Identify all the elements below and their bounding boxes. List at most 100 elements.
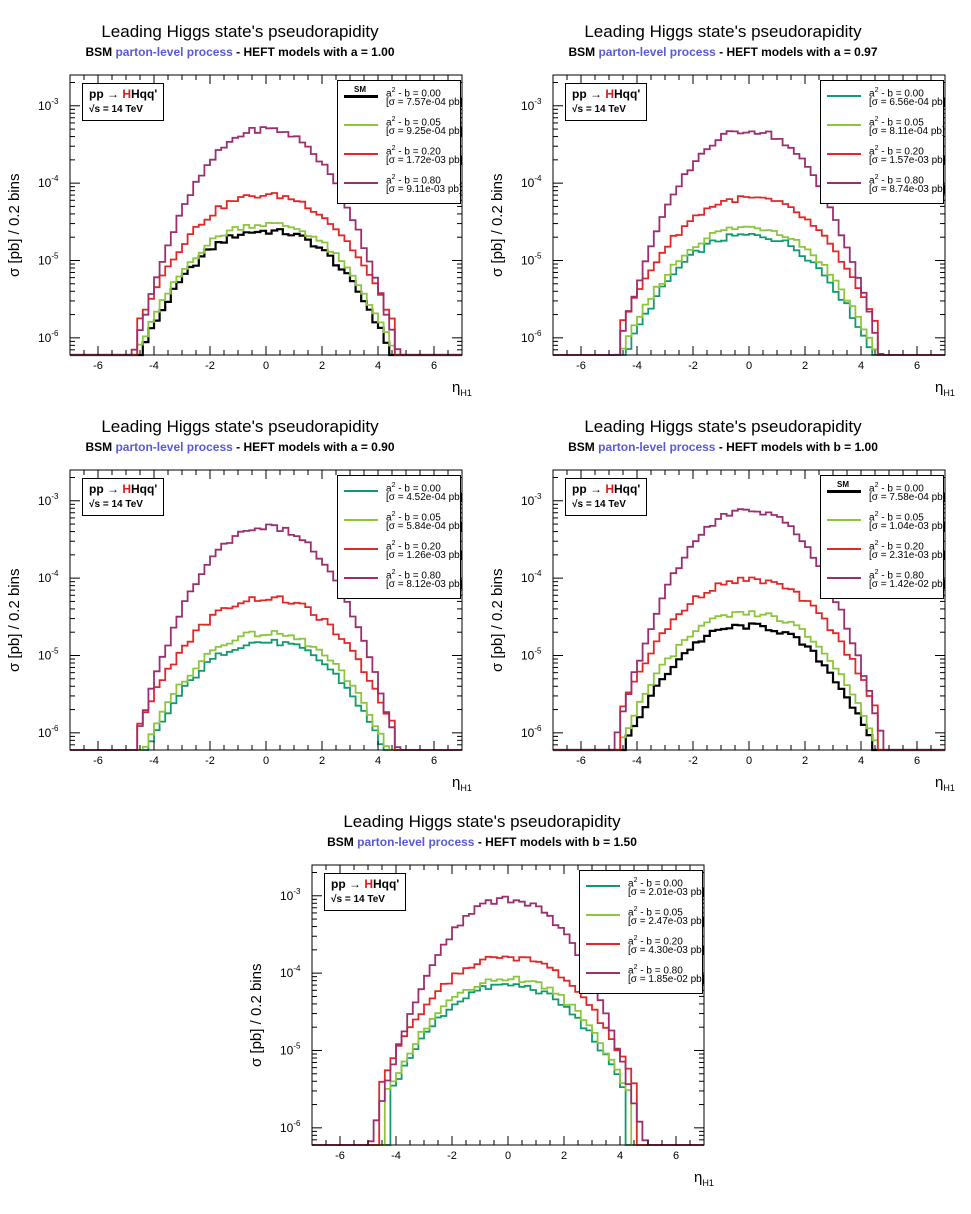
series-line-s020 <box>553 576 945 751</box>
subtitle-prefix: BSM <box>568 440 599 454</box>
x-tick-label: -4 <box>149 755 159 767</box>
legend-sup: 2 <box>874 116 879 123</box>
y-tick-label: 10-4 <box>38 569 59 585</box>
process-line: pp → HHqq' <box>89 87 157 102</box>
process-box: pp → HHqq' √s = 14 TeV <box>565 83 648 121</box>
process-initial: pp <box>572 87 590 101</box>
x-tick-label: -6 <box>576 360 586 372</box>
x-tick-label: -2 <box>205 755 215 767</box>
x-axis-symbol: η <box>452 774 461 791</box>
subtitle-param: b = 1.00 <box>833 440 878 454</box>
legend-entry: a2 - b = 0.80 [σ = 8.12e-03 pb] <box>342 566 463 595</box>
legend-sup: 2 <box>391 511 396 518</box>
y-tick-label: 10-4 <box>521 174 542 190</box>
process-arrow: → <box>590 482 606 496</box>
x-axis-subscript: H1 <box>943 783 955 793</box>
legend-label-b: - b = 0.05 <box>637 907 683 919</box>
chart-panel-3: Leading Higgs state's pseudorapidity BSM … <box>0 395 480 795</box>
legend-label-a: a <box>869 541 875 553</box>
legend-label-b: - b = 0.05 <box>878 512 924 524</box>
legend-label: a2 - b = 0.20 <box>386 143 441 157</box>
chart-svg: -6 -4 -2 0 2 4 6 10-6 10-5 10-4 10-3 <box>280 864 705 1162</box>
x-tick-label: -4 <box>391 1150 401 1162</box>
chart-panel-4: Leading Higgs state's pseudorapidity BSM … <box>483 395 963 795</box>
legend-box: SM a2 - b = 0.00 [σ = 7.58e-04 pb] a2 - b =… <box>820 475 946 599</box>
series-line-sm <box>70 228 462 357</box>
chart-title: Leading Higgs state's pseudorapidity <box>584 417 862 436</box>
legend-label-a: a <box>386 483 392 495</box>
chart-svg: -6 -4 -2 0 2 4 6 10-6 10-5 10-4 10-3 <box>521 74 946 372</box>
y-tick-label: 10-3 <box>38 97 59 113</box>
legend-label: a2 - b = 0.05 <box>869 114 924 128</box>
process-line: pp → HHqq' <box>572 87 640 102</box>
legend-label-a: a <box>628 965 634 977</box>
legend-sigma: [σ = 6.56e-04 pb] <box>869 97 946 108</box>
series-line-s005 <box>70 222 462 356</box>
process-initial: pp <box>331 877 349 891</box>
legend-sup: 2 <box>391 569 396 576</box>
legend-entry: a2 - b = 0.80 [σ = 1.85e-02 pb] <box>584 961 705 990</box>
subtitle-prefix: BSM <box>85 440 116 454</box>
chart-subtitle: BSM parton-level process - HEFT models w… <box>483 45 963 59</box>
legend-label: a2 - b = 0.00 <box>386 480 441 494</box>
energy-line: √s = 14 TeV <box>331 894 385 905</box>
legend-label: a2 - b = 0.20 <box>386 538 441 552</box>
process-initial: pp <box>89 87 107 101</box>
chart-panel-5: Leading Higgs state's pseudorapidity BSM … <box>242 790 722 1190</box>
process-arrow: → <box>107 482 123 496</box>
x-tick-label: 0 <box>263 755 269 767</box>
legend-sup: 2 <box>391 145 396 152</box>
subtitle-prefix: BSM <box>85 45 116 59</box>
series-line-s080 <box>312 895 704 1146</box>
chart-title: Leading Higgs state's pseudorapidity <box>584 22 862 41</box>
process-higgs: H <box>364 877 374 891</box>
x-tick-label: 6 <box>914 360 920 372</box>
legend-sigma: [σ = 2.31e-03 pb] <box>869 550 946 561</box>
energy-line: √s = 14 TeV <box>572 499 626 510</box>
x-axis-subscript: H1 <box>460 783 472 793</box>
legend-label-a: a <box>386 146 392 158</box>
chart-title: Leading Higgs state's pseudorapidity <box>101 417 379 436</box>
legend-entry: a2 - b = 0.80 [σ = 8.74e-03 pb] <box>825 171 946 200</box>
y-tick-label: 10-3 <box>280 887 301 903</box>
legend-label-b: - b = 0.80 <box>395 570 441 582</box>
legend-label-a: a <box>869 88 875 100</box>
legend-sigma: [σ = 5.84e-04 pb] <box>386 521 463 532</box>
x-tick-label: -2 <box>688 360 698 372</box>
subtitle-prefix: BSM <box>327 835 358 849</box>
chart-subtitle: BSM parton-level process - HEFT models w… <box>242 835 722 849</box>
legend-entry: a2 - b = 0.20 [σ = 1.72e-03 pb] <box>342 142 463 171</box>
legend-label-a: a <box>869 175 875 187</box>
legend-label: a2 - b = 0.00 <box>628 875 683 889</box>
legend-label-a: a <box>386 88 392 100</box>
series-line-s000 <box>553 233 945 356</box>
chart-subtitle: BSM parton-level process - HEFT models w… <box>0 45 480 59</box>
legend-entry: a2 - b = 0.00 [σ = 4.52e-04 pb] <box>342 479 463 508</box>
legend-label: a2 - b = 0.20 <box>869 143 924 157</box>
legend-swatch <box>827 153 861 155</box>
legend-label: a2 - b = 0.05 <box>869 509 924 523</box>
process-line: pp → HHqq' <box>89 482 157 497</box>
process-higgs: H <box>605 482 615 496</box>
y-tick-label: 10-4 <box>521 569 542 585</box>
legend-label-b: - b = 0.00 <box>878 483 924 495</box>
legend-label-a: a <box>869 512 875 524</box>
legend-sigma: [σ = 4.30e-03 pb] <box>628 945 705 956</box>
series-line-s020 <box>70 192 462 356</box>
subtitle-param: a = 1.00 <box>350 45 395 59</box>
process-box: pp → HHqq' √s = 14 TeV <box>565 478 648 516</box>
series-line-s020 <box>312 955 704 1146</box>
legend-label-a: a <box>869 146 875 158</box>
legend-sigma: [σ = 1.04e-03 pb] <box>869 521 946 532</box>
legend-swatch <box>586 885 620 887</box>
energy-line: √s = 14 TeV <box>89 104 143 115</box>
legend-swatch <box>344 490 378 492</box>
series-line-s020 <box>553 195 945 356</box>
legend-label-b: - b = 0.20 <box>878 146 924 158</box>
legend-entry: a2 - b = 0.00 [σ = 6.56e-04 pb] <box>825 84 946 113</box>
x-tick-label: 0 <box>746 360 752 372</box>
legend-swatch <box>344 519 378 521</box>
y-tick-label: 10-6 <box>38 329 59 345</box>
legend-swatch <box>586 914 620 916</box>
process-arrow: → <box>349 877 365 891</box>
